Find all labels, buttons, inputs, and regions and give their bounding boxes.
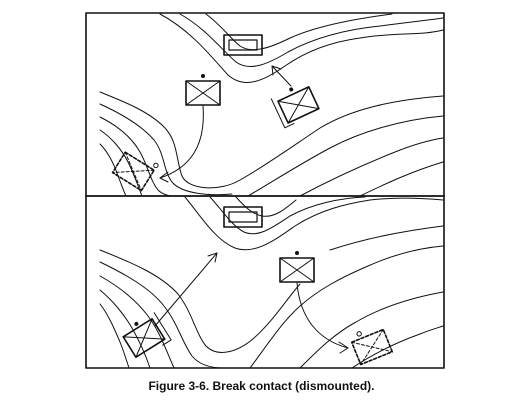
lower-moving-squad-symbol (122, 312, 172, 358)
upper-arrow-to-objective (271, 65, 292, 87)
upper-objective-symbol (223, 34, 263, 56)
upper-moving-squad-symbol (270, 86, 320, 129)
lower-rally-squad-symbol (350, 328, 394, 366)
lower-terrain-contours (99, 196, 444, 369)
upper-panel (99, 13, 444, 197)
lower-arrow-to-rally (296, 282, 349, 349)
upper-rally-squad-symbol (111, 151, 159, 192)
upper-movement-arrows (159, 65, 292, 183)
figure-caption: Figure 3-6. Break contact (dismounted). (148, 379, 375, 393)
lower-arrow-to-objective (154, 252, 218, 327)
upper-terrain-contours (99, 13, 444, 197)
upper-arrow-to-rally (159, 105, 204, 179)
upper-base-squad-symbol (185, 74, 221, 106)
lower-panel (99, 196, 444, 369)
figure-frame (85, 12, 445, 369)
lower-movement-arrows (154, 252, 349, 354)
lower-objective-symbol (223, 206, 263, 228)
lower-base-squad-symbol (279, 251, 315, 283)
